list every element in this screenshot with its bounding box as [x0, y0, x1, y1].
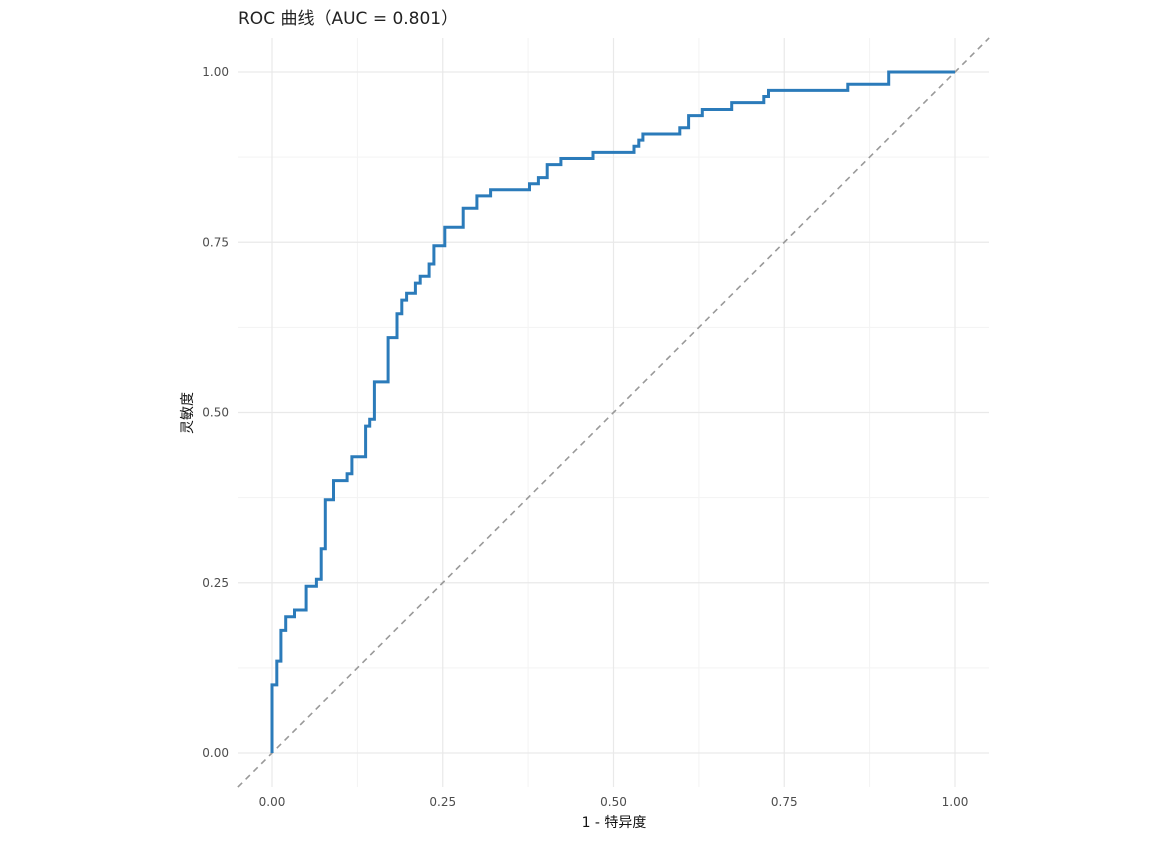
y-tick-label: 0.50 — [202, 406, 229, 420]
y-axis-label: 灵敏度 — [180, 392, 196, 434]
series-layer — [270, 70, 955, 753]
grid-major — [238, 38, 989, 787]
y-tick-label: 0.00 — [202, 746, 229, 760]
x-axis-label: 1 - 特异度 — [581, 815, 647, 831]
reference-line-layer — [237, 37, 990, 788]
x-tick-label: 1.00 — [942, 795, 969, 809]
y-tick-label: 0.25 — [202, 576, 229, 590]
x-tick-label: 0.25 — [429, 795, 456, 809]
y-tick-labels: 0.00 0.25 0.50 0.75 1.00 — [202, 65, 229, 760]
y-tick-label: 1.00 — [202, 65, 229, 79]
x-tick-label: 0.00 — [259, 795, 286, 809]
x-tick-labels: 0.00 0.25 0.50 0.75 1.00 — [259, 795, 969, 809]
reference-diagonal-line — [237, 37, 990, 788]
chart-title: ROC 曲线（AUC = 0.801） — [238, 9, 459, 29]
x-tick-label: 0.75 — [771, 795, 798, 809]
roc-curve-line — [270, 70, 955, 753]
x-tick-label: 0.50 — [600, 795, 627, 809]
y-tick-label: 0.75 — [202, 235, 229, 249]
